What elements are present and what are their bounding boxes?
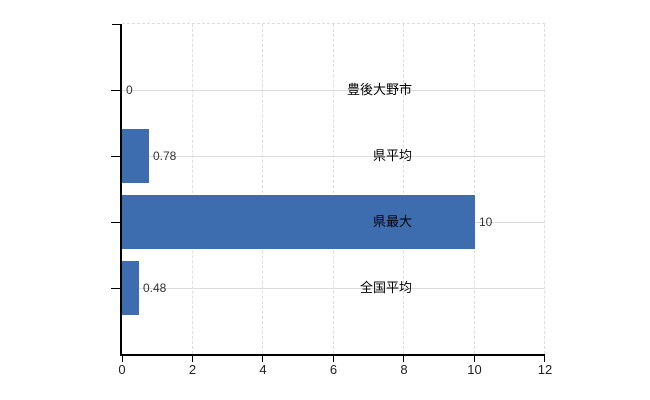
x-axis-tick: [544, 356, 545, 362]
x-tick-label: 10: [467, 362, 482, 377]
x-axis-tick: [403, 356, 404, 362]
value-label: 0.78: [153, 149, 177, 163]
bar: [122, 261, 139, 315]
x-axis-tick: [332, 356, 334, 362]
x-tick-label: 2: [188, 362, 197, 377]
value-label: 0: [126, 83, 133, 97]
gridline-horizontal: [122, 288, 545, 289]
gridline-horizontal: [122, 90, 545, 91]
x-tick-label: 4: [259, 362, 267, 377]
gridline-vertical: [403, 24, 404, 354]
gridline-vertical: [332, 24, 334, 354]
y-axis-top-tick: [112, 24, 120, 25]
category-tick: [111, 222, 120, 223]
value-label: 0.48: [143, 281, 167, 295]
bar: [122, 195, 475, 249]
gridline-vertical: [262, 24, 263, 354]
x-tick-label: 8: [400, 362, 408, 377]
value-label: 10: [479, 215, 493, 229]
x-axis-tick: [122, 356, 123, 362]
plot-area: 0 0.78 10 0.48 豊後大野市県平均県最大全国平均 0 2 4 6 8 10 12: [111, 23, 552, 377]
category-label: 県平均: [372, 148, 412, 163]
category-label: 全国平均: [359, 280, 412, 295]
x-tick-label: 0: [118, 362, 126, 377]
category-tick: [111, 90, 120, 91]
gridline-horizontal: [122, 156, 545, 157]
bar: [122, 129, 149, 183]
x-axis-tick: [262, 356, 263, 362]
category-tick: [111, 156, 120, 157]
x-tick-label: 6: [329, 362, 338, 377]
x-axis-tick: [473, 356, 475, 362]
x-axis-line: [120, 354, 545, 356]
gridline-vertical: [191, 24, 193, 354]
gridline-vertical: [544, 24, 545, 354]
x-tick-label: 12: [537, 362, 553, 377]
x-axis-tick: [191, 356, 193, 362]
y-axis-line: [120, 24, 122, 356]
category-label: 豊後大野市: [346, 82, 412, 97]
gridline-vertical: [473, 24, 475, 354]
category-tick: [111, 288, 120, 289]
category-label: 県最大: [372, 214, 412, 229]
